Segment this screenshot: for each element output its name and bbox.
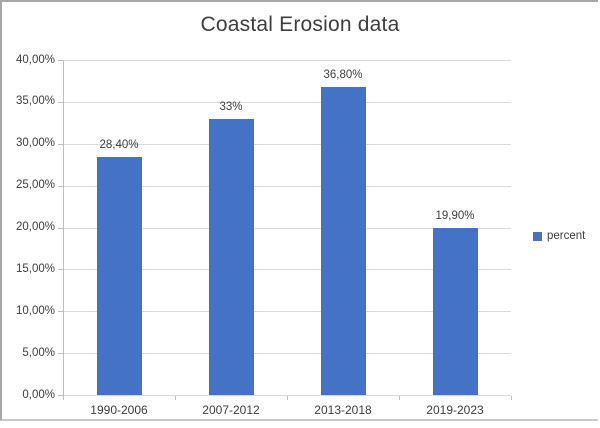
y-axis-line [63,60,64,400]
bar-value-label: 28,40% [99,139,139,152]
gridline [63,311,511,313]
x-axis-label: 2013-2018 [314,403,372,417]
y-axis-label: 30,00% [15,137,55,150]
x-axis-tick [63,396,64,400]
x-axis-label: 2007-2012 [202,403,260,417]
gridline [63,269,511,271]
plot-area: 0,00% 5,00% 10,00% 15,00% 20,00% 25,00% 30,00%… [2,2,598,419]
gridline [63,101,511,103]
chart-title: Coastal Erosion data [200,13,400,36]
bar-1990-2006 [96,157,142,395]
bar-2013-2018 [320,86,366,395]
bar-value-label: 33% [219,100,243,113]
legend-swatch-icon [533,231,542,241]
y-axis-tick [58,227,63,229]
x-axis-label: 1990-2006 [90,403,148,417]
y-axis-tick [58,185,63,187]
x-axis-tick [175,396,176,400]
gridline [63,227,511,229]
y-axis-tick [58,60,63,61]
y-axis-label: 5,00% [22,346,55,359]
y-axis-label: 15,00% [15,262,55,275]
bar-value-label: 19,90% [435,210,475,223]
x-axis-label: 2019-2023 [426,403,484,417]
bar-2019-2023 [432,228,478,395]
y-axis-label: 10,00% [15,304,55,317]
y-axis-tick [58,143,63,145]
y-axis-label: 35,00% [15,95,55,108]
y-axis-label: 20,00% [15,221,55,233]
legend-label: percent [547,230,586,242]
y-axis-label: 25,00% [15,179,55,192]
y-axis-tick [58,353,63,355]
x-axis-tick [511,396,512,400]
y-axis-tick [58,311,63,313]
y-axis-tick [58,101,63,103]
x-axis-tick [399,396,400,400]
legend: percent [533,230,585,242]
gridline [63,60,511,61]
bar-2007-2012 [208,118,254,395]
y-axis-tick [58,395,63,396]
x-axis-tick [287,396,288,400]
y-axis-label: 0,00% [22,388,55,401]
y-axis-label: 40,00% [15,53,55,66]
y-axis-tick [58,269,63,271]
gridline [63,395,511,396]
bar-value-label: 36,80% [323,68,363,81]
gridline [63,353,511,355]
gridline [63,143,511,145]
gridline [63,185,511,187]
